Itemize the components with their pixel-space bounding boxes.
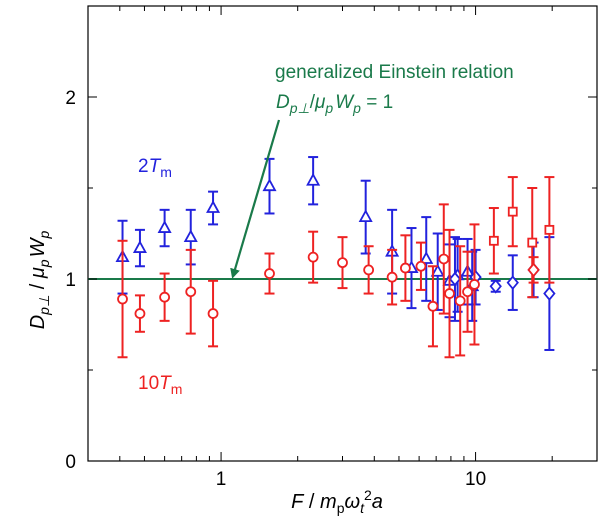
x-axis-label: F / mpωt2a <box>291 487 383 516</box>
x-tick-label: 10 <box>465 469 486 490</box>
data-point-circle <box>117 293 128 305</box>
data-point-triangle <box>262 178 277 192</box>
ylabel-D: D <box>27 315 49 329</box>
data-point-circle <box>444 288 455 299</box>
ylabel-D-sub: p⊥ <box>36 295 52 316</box>
data-point-triangle <box>419 251 434 264</box>
series-label-10tm-T: T <box>159 373 172 394</box>
data-point-diamond <box>527 262 540 278</box>
anno-slash: / <box>310 92 316 113</box>
data-point-square <box>527 237 538 248</box>
data-point-triangle <box>183 229 198 243</box>
anno-W: W <box>335 92 355 113</box>
data-point-circle <box>134 308 146 319</box>
data-point-circle <box>264 268 275 279</box>
y-axis-ticks: 0 1 2 <box>65 5 597 473</box>
data-point-square <box>488 235 499 246</box>
data-point-square <box>544 224 555 235</box>
data-point-circle <box>454 295 466 307</box>
y-tick-label: 2 <box>65 88 76 109</box>
series-label-2tm-T: T <box>149 156 162 177</box>
anno-mu: μ <box>314 92 326 113</box>
data-point-square <box>507 206 518 217</box>
data-point-circle <box>386 271 398 283</box>
ylabel-W-sub: p <box>36 231 52 240</box>
y-tick-label: 0 <box>65 452 76 473</box>
data-point-triangle <box>157 220 172 233</box>
series-label-2tm-coef: 2 <box>138 156 149 177</box>
series-1 <box>117 176 555 359</box>
xlabel-F: F <box>291 491 305 513</box>
data-point-circle <box>337 257 348 269</box>
anno-mu-sub: p <box>324 100 333 116</box>
data-point-triangle <box>430 263 445 277</box>
ylabel-W: W <box>27 236 49 257</box>
series-label-10tm-coef: 10 <box>138 373 159 394</box>
data-point-circle <box>207 308 219 319</box>
reference-annotation-line1: generalized Einstein relation <box>275 62 514 83</box>
annotation-arrow <box>230 119 281 279</box>
data-point-diamond <box>506 275 519 291</box>
anno-D-sub: p⊥ <box>289 100 310 116</box>
data-point-circle <box>427 300 439 312</box>
data-point-circle <box>469 279 480 290</box>
y-tick-label: 1 <box>65 270 76 291</box>
series-label-2tm: 2Tm <box>138 156 172 180</box>
data-point-triangle <box>306 172 321 186</box>
data-point-circle <box>159 291 171 303</box>
xlabel-m: m <box>320 491 337 513</box>
y-axis-label: Dp⊥ / μpWp <box>27 231 52 330</box>
anno-equals: = 1 <box>361 92 393 113</box>
series-0 <box>115 156 556 351</box>
data-point-diamond <box>489 278 502 294</box>
data-point-diamond <box>448 271 462 287</box>
ylabel-mu-sub: p <box>36 259 52 268</box>
ylabel-slash: / <box>27 278 49 295</box>
data-point-circle <box>438 253 450 265</box>
data-point-circle <box>415 260 427 272</box>
xlabel-slash: / <box>303 491 320 513</box>
xlabel-a: a <box>372 491 383 513</box>
xlabel-omega: ω <box>344 491 360 513</box>
series-label-10tm-sub: m <box>171 381 183 397</box>
xlabel-omega-sub: t <box>360 500 365 516</box>
data-point-circle <box>307 251 319 263</box>
series-label-2tm-sub: m <box>160 164 172 180</box>
data-point-circle <box>400 262 411 274</box>
anno-W-sub: p <box>352 100 361 116</box>
x-axis-ticks: 1 10 <box>87 6 598 490</box>
data-point-circle <box>363 264 375 276</box>
data-point-triangle <box>358 209 373 223</box>
data-point-triangle <box>206 200 221 213</box>
x-tick-label: 1 <box>216 469 227 490</box>
ylabel-mu: μ <box>27 267 49 279</box>
reference-annotation-line2: Dp⊥/μp Wp = 1 <box>276 92 393 116</box>
data-point-triangle <box>132 240 147 253</box>
anno-D: D <box>276 92 290 113</box>
series-label-10tm: 10Tm <box>138 373 182 397</box>
data-point-diamond <box>543 286 556 301</box>
data-point-circle <box>185 286 197 298</box>
xlabel-omega-sup: 2 <box>364 487 372 503</box>
data-point-circle <box>462 286 473 298</box>
series-layer <box>115 156 556 359</box>
xlabel-m-sub: p <box>337 500 345 516</box>
